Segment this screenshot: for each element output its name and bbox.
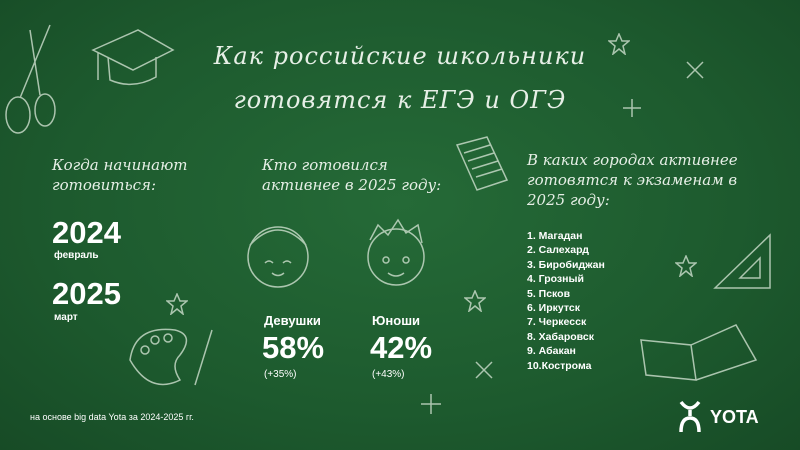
girls-label: Девушки <box>264 313 321 328</box>
star-icon <box>166 293 188 315</box>
plus-icon <box>623 99 641 117</box>
brand-name: YOTA <box>710 406 759 427</box>
title-line-2: готовятся к ЕГЭ и ОГЭ <box>233 86 567 114</box>
list-item: 1. Магадан <box>527 230 583 242</box>
scissors-icon <box>5 24 56 134</box>
triangle-ruler-icon <box>713 233 771 289</box>
list-item: 2. Салехард <box>527 244 589 257</box>
footer-note: на основе big data Yota за 2024-2025 гг. <box>30 412 194 422</box>
star-icon <box>464 290 486 312</box>
list-item: 6. Иркутск <box>527 302 580 315</box>
girls-percent: 58% <box>262 330 325 365</box>
boys-percent: 42% <box>370 330 433 365</box>
boys-label: Юноши <box>372 313 421 328</box>
yota-logo: YOTA <box>678 400 759 434</box>
plus-icon <box>421 394 441 414</box>
star-icon <box>608 33 630 55</box>
girls-change: (+35%) <box>264 369 297 380</box>
girl-face-icon <box>247 226 309 288</box>
list-item: 4. Грозный <box>527 273 584 286</box>
who-heading: Кто готовился активнее в 2025 году: <box>262 156 442 194</box>
list-item: 5. Псков <box>527 287 571 300</box>
list-item: 3. Биробиджан <box>527 258 605 271</box>
list-item: 10.Кострома <box>527 359 592 372</box>
year-2024: 2024 <box>52 215 121 250</box>
notepad-icon <box>455 136 509 191</box>
cross-icon <box>686 61 704 79</box>
cities-list: 1. Магадан 2. Салехард 3. Биробиджан 4. … <box>527 229 605 373</box>
page-title: Как российские школьники готовятся к ЕГЭ… <box>0 34 800 122</box>
title-line-1: Как российские школьники <box>213 42 587 70</box>
month-february: февраль <box>54 250 99 261</box>
boy-face-icon <box>367 218 425 286</box>
star-icon <box>675 255 697 277</box>
list-item: 7. Черкесск <box>527 316 587 329</box>
list-item: 9. Абакан <box>527 345 576 358</box>
palette-icon <box>129 328 213 386</box>
list-item: 8. Хабаровск <box>527 330 594 343</box>
month-march: март <box>54 312 78 323</box>
cities-heading: В каких городах активнее готовятся к экз… <box>527 151 738 209</box>
year-2025: 2025 <box>52 276 121 311</box>
when-heading: Когда начинают готовиться: <box>52 156 188 194</box>
graduation-cap-icon <box>91 29 175 86</box>
yota-logo-icon <box>679 400 701 433</box>
open-book-icon <box>640 324 758 381</box>
cross-icon <box>475 361 493 379</box>
boys-change: (+43%) <box>372 369 405 380</box>
